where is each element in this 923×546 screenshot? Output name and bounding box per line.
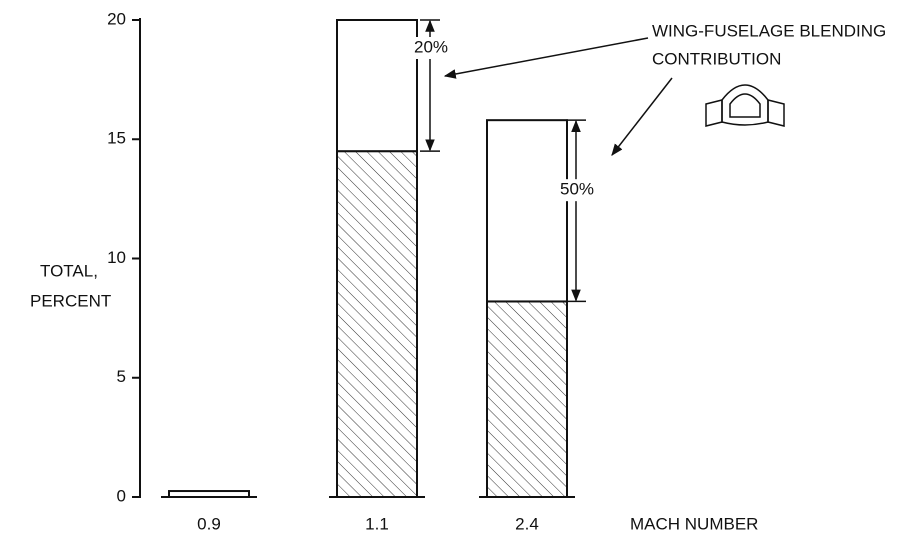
bar-segment [336, 150, 418, 499]
label-bg [412, 37, 450, 59]
x-label: MACH NUMBER [630, 514, 758, 533]
x-tick-label: 1.1 [365, 514, 389, 533]
bar-segment [486, 300, 568, 498]
y-tick-label: 5 [117, 367, 126, 386]
bar-segment [486, 119, 568, 303]
label-bg [558, 179, 596, 202]
y-label: PERCENT [30, 291, 111, 310]
fuselage-icon [705, 84, 785, 127]
bar-segment [168, 490, 250, 499]
x-tick-label: 2.4 [515, 514, 539, 533]
segment-label: 50% [560, 180, 594, 199]
x-tick-label: 0.9 [197, 514, 221, 533]
y-label: TOTAL, [40, 261, 98, 280]
y-tick-label: 10 [107, 248, 126, 267]
bar-segment [336, 19, 418, 153]
y-tick-label: 0 [117, 486, 126, 505]
annotation-arrow [611, 77, 673, 156]
annotation: CONTRIBUTION [652, 49, 781, 68]
y-tick-label: 20 [107, 9, 126, 28]
annotation: WING-FUSELAGE BLENDING [652, 21, 886, 40]
y-tick-label: 15 [107, 129, 126, 148]
annotation-arrow [443, 37, 649, 79]
segment-label: 20% [414, 37, 448, 56]
